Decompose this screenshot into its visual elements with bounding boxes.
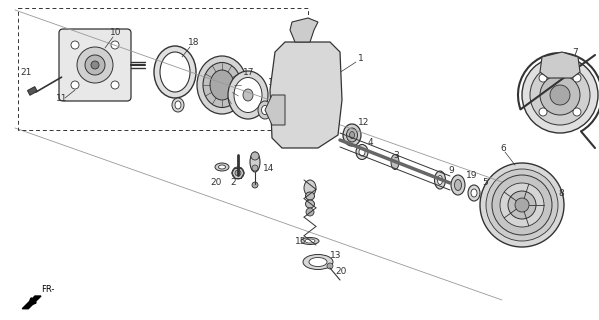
Ellipse shape: [160, 52, 190, 92]
Ellipse shape: [228, 71, 268, 119]
Circle shape: [85, 55, 105, 75]
Ellipse shape: [258, 101, 272, 119]
Polygon shape: [290, 18, 318, 42]
Ellipse shape: [154, 46, 196, 98]
Text: 2: 2: [230, 178, 235, 187]
Ellipse shape: [343, 124, 361, 146]
Ellipse shape: [304, 180, 316, 196]
Text: 4: 4: [368, 138, 374, 147]
Circle shape: [327, 263, 333, 269]
Circle shape: [252, 182, 258, 188]
Ellipse shape: [309, 258, 327, 267]
Circle shape: [77, 47, 113, 83]
Text: 5: 5: [482, 178, 488, 187]
Circle shape: [480, 163, 564, 247]
Ellipse shape: [172, 98, 184, 112]
Circle shape: [522, 57, 598, 133]
Circle shape: [71, 81, 79, 89]
Ellipse shape: [299, 135, 315, 145]
Circle shape: [252, 165, 258, 171]
Ellipse shape: [305, 192, 314, 200]
Ellipse shape: [243, 89, 253, 101]
Circle shape: [557, 62, 563, 68]
Circle shape: [232, 167, 244, 179]
Polygon shape: [540, 52, 580, 78]
Ellipse shape: [301, 237, 319, 244]
Ellipse shape: [455, 180, 461, 190]
Circle shape: [111, 41, 119, 49]
Ellipse shape: [471, 189, 477, 197]
Circle shape: [235, 170, 241, 176]
Ellipse shape: [197, 56, 247, 114]
Text: 18: 18: [188, 37, 199, 46]
Circle shape: [508, 191, 536, 219]
Ellipse shape: [234, 77, 262, 113]
Circle shape: [486, 169, 558, 241]
Text: 12: 12: [358, 117, 370, 126]
Text: 20: 20: [210, 178, 222, 187]
Text: 17: 17: [243, 68, 255, 76]
Circle shape: [539, 108, 547, 116]
Text: 1: 1: [358, 53, 364, 62]
Circle shape: [530, 65, 590, 125]
Polygon shape: [28, 87, 37, 95]
Ellipse shape: [359, 148, 365, 156]
Circle shape: [289, 77, 325, 113]
Ellipse shape: [346, 128, 358, 142]
Ellipse shape: [437, 175, 443, 185]
Ellipse shape: [210, 70, 234, 100]
Ellipse shape: [391, 155, 399, 170]
Polygon shape: [270, 42, 342, 148]
Circle shape: [539, 74, 547, 82]
Text: 19: 19: [466, 171, 477, 180]
Circle shape: [500, 183, 544, 227]
Circle shape: [306, 208, 314, 216]
Text: 14: 14: [263, 164, 274, 172]
FancyBboxPatch shape: [59, 29, 131, 101]
Circle shape: [71, 41, 79, 49]
Text: 15: 15: [295, 237, 307, 246]
Ellipse shape: [434, 171, 446, 189]
Polygon shape: [22, 296, 41, 309]
Circle shape: [550, 85, 570, 105]
Ellipse shape: [250, 152, 260, 172]
Circle shape: [91, 61, 99, 69]
Ellipse shape: [356, 145, 368, 159]
Text: 13: 13: [330, 251, 341, 260]
Ellipse shape: [262, 106, 268, 115]
Text: 9: 9: [448, 165, 454, 174]
Ellipse shape: [305, 239, 315, 243]
Ellipse shape: [349, 132, 355, 139]
Circle shape: [303, 91, 311, 99]
Text: 16: 16: [268, 77, 280, 86]
Circle shape: [540, 75, 580, 115]
Text: 10: 10: [110, 28, 122, 36]
Ellipse shape: [468, 185, 480, 201]
Circle shape: [297, 85, 317, 105]
Text: 20: 20: [335, 268, 346, 276]
Circle shape: [573, 74, 581, 82]
Ellipse shape: [303, 254, 333, 269]
Text: 6: 6: [500, 143, 506, 153]
Circle shape: [553, 58, 567, 72]
Circle shape: [515, 198, 529, 212]
Ellipse shape: [203, 62, 241, 108]
Ellipse shape: [175, 101, 181, 109]
Circle shape: [251, 152, 259, 160]
Text: 8: 8: [558, 188, 564, 197]
Text: 21: 21: [20, 68, 31, 76]
Polygon shape: [265, 95, 285, 125]
Ellipse shape: [305, 200, 314, 208]
Text: 11: 11: [56, 93, 68, 102]
Text: 7: 7: [572, 47, 578, 57]
Circle shape: [573, 108, 581, 116]
Ellipse shape: [215, 163, 229, 171]
Circle shape: [492, 175, 552, 235]
Text: 3: 3: [393, 150, 399, 159]
Ellipse shape: [219, 165, 225, 169]
Text: FR-: FR-: [41, 285, 55, 294]
Ellipse shape: [451, 175, 465, 195]
Circle shape: [111, 81, 119, 89]
